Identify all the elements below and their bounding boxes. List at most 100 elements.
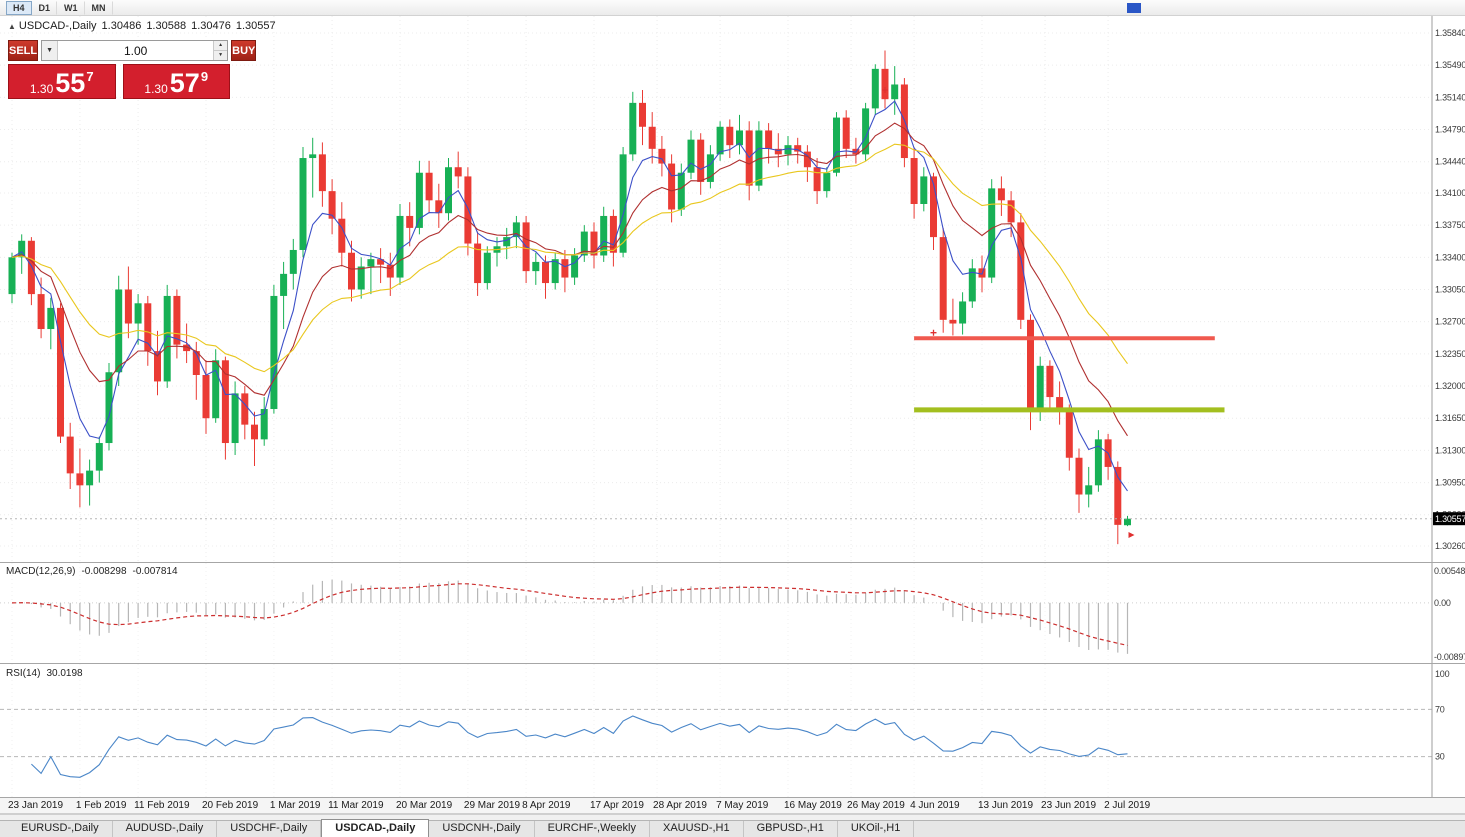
macd-indicator-label: MACD(12,26,9) -0.008298 -0.007814 — [6, 566, 184, 577]
svg-text:1.30950: 1.30950 — [1435, 478, 1465, 488]
volume-dropdown-button[interactable]: ▼ — [42, 41, 59, 60]
buy-price-prefix: 1.30 — [144, 82, 168, 96]
tab-ukoil-h1[interactable]: UKOil-,H1 — [838, 821, 915, 837]
rsi-axis[interactable]: 100 70 30 — [1431, 664, 1450, 797]
date-label: 11 Feb 2019 — [134, 800, 190, 811]
macd-value-main: -0.008298 — [81, 566, 127, 577]
sell-price-display[interactable]: 1.30 55 7 — [8, 64, 116, 99]
macd-axis[interactable]: 0.005484 0.00 -0.008973 — [1431, 563, 1465, 663]
macd-pane[interactable]: 0.005484 0.00 -0.008973 — [0, 563, 1465, 663]
svg-text:1.32350: 1.32350 — [1435, 349, 1465, 359]
svg-text:-0.008973: -0.008973 — [1434, 652, 1465, 662]
svg-text:100: 100 — [1435, 669, 1450, 679]
bid-price-tag — [1433, 512, 1465, 526]
time-axis[interactable]: 23 Jan 2019 1 Feb 2019 11 Feb 2019 20 Feb 2… — [0, 798, 1465, 814]
timeframe-mn[interactable]: MN — [85, 0, 113, 15]
svg-text:1.34790: 1.34790 — [1435, 125, 1465, 135]
volume-input[interactable] — [58, 41, 214, 60]
sell-price-pips: 55 — [55, 68, 86, 98]
pane-splitter[interactable] — [0, 797, 1465, 798]
tab-xauusd-h1[interactable]: XAUUSD-,H1 — [650, 821, 744, 837]
timeframe-h4[interactable]: H4 — [6, 0, 32, 15]
svg-text:1.35490: 1.35490 — [1435, 60, 1465, 70]
svg-text:1.31300: 1.31300 — [1435, 445, 1465, 455]
ohlc-open: 1.30486 — [101, 20, 142, 32]
tab-usdchf-daily[interactable]: USDCHF-,Daily — [217, 821, 322, 837]
svg-text:1.35140: 1.35140 — [1435, 92, 1465, 102]
date-label: 23 Jun 2019 — [1041, 800, 1097, 811]
tab-eurchf-weekly[interactable]: EURCHF-,Weekly — [535, 821, 650, 837]
svg-text:1.30557: 1.30557 — [1435, 514, 1465, 524]
svg-text:1.33400: 1.33400 — [1435, 252, 1465, 262]
candles — [8, 50, 1131, 545]
volume-control: ▼ ▲ ▼ — [41, 40, 229, 61]
date-label: 7 May 2019 — [716, 800, 769, 811]
sell-button[interactable]: SELL — [8, 40, 39, 61]
ohlc-close: 1.30557 — [235, 20, 276, 32]
chart-title-icon: ▲ — [8, 22, 16, 31]
buy-price-point: 9 — [200, 69, 209, 84]
buy-price-display[interactable]: 1.30 57 9 — [122, 64, 230, 99]
svg-text:1.33050: 1.33050 — [1435, 285, 1465, 295]
rsi-indicator-label: RSI(14) 30.0198 — [6, 668, 89, 679]
svg-text:1.31650: 1.31650 — [1435, 413, 1465, 423]
rsi-pane[interactable]: 100 70 30 — [0, 664, 1465, 797]
svg-text:1.33750: 1.33750 — [1435, 220, 1465, 230]
rsi-line — [31, 715, 1128, 778]
date-label: 17 Apr 2019 — [590, 800, 644, 811]
date-label: 20 Mar 2019 — [396, 800, 453, 811]
date-label: 4 Jun 2019 — [910, 800, 960, 811]
chevron-up-icon: ▲ — [218, 42, 224, 48]
chevron-down-icon: ▼ — [218, 52, 224, 58]
chart-tabs-bar: EURUSD-,Daily AUDUSD-,Daily USDCHF-,Daily U… — [0, 819, 1465, 837]
timeframe-toolbar: H4 D1 W1 MN — [0, 0, 1465, 16]
price-axis[interactable]: 1.35840 1.35490 1.35140 1.34790 1.34440 1.341… — [1431, 16, 1465, 562]
svg-text:30: 30 — [1435, 752, 1445, 762]
svg-text:70: 70 — [1435, 704, 1445, 714]
date-label: 23 Jan 2019 — [8, 800, 64, 811]
date-label: 28 Apr 2019 — [653, 800, 707, 811]
volume-increase-button[interactable]: ▲ — [214, 41, 228, 51]
buy-button[interactable]: BUY — [231, 40, 257, 61]
date-label: 29 Mar 2019 — [463, 800, 521, 811]
svg-text:1.32700: 1.32700 — [1435, 317, 1465, 327]
tab-eurusd-daily[interactable]: EURUSD-,Daily — [8, 821, 113, 837]
tab-audusd-daily[interactable]: AUDUSD-,Daily — [113, 821, 218, 837]
pane-splitter[interactable] — [0, 663, 1465, 664]
tab-gbpusd-h1[interactable]: GBPUSD-,H1 — [744, 821, 838, 837]
tab-usdcnh-daily[interactable]: USDCNH-,Daily — [429, 821, 535, 837]
volume-decrease-button[interactable]: ▼ — [214, 51, 228, 60]
macd-histogram — [21, 579, 1129, 654]
svg-text:0.00: 0.00 — [1434, 598, 1451, 608]
svg-text:1.34440: 1.34440 — [1435, 157, 1465, 167]
pane-splitter[interactable] — [0, 562, 1465, 563]
timeframe-d1[interactable]: D1 — [32, 0, 58, 15]
main-chart[interactable]: 1.35840 1.35490 1.35140 1.34790 1.34440 1.341… — [0, 16, 1465, 562]
chevron-down-icon: ▼ — [46, 47, 54, 54]
date-label: 8 Apr 2019 — [522, 800, 571, 811]
macd-signal-line — [11, 583, 1128, 646]
macd-value-signal: -0.007814 — [132, 566, 178, 577]
svg-text:1.32000: 1.32000 — [1435, 381, 1465, 391]
svg-text:1.34100: 1.34100 — [1435, 188, 1465, 198]
sell-price-point: 7 — [86, 69, 94, 84]
date-label: 2 Jul 2019 — [1104, 800, 1151, 811]
date-label: 1 Feb 2019 — [75, 800, 127, 811]
date-label: 11 Mar 2019 — [328, 800, 384, 811]
date-label: 26 May 2019 — [847, 800, 905, 811]
date-label: 1 Mar 2019 — [269, 800, 321, 811]
svg-text:1.30260: 1.30260 — [1435, 541, 1465, 551]
svg-text:0.005484: 0.005484 — [1434, 566, 1465, 576]
rsi-value: 30.0198 — [46, 668, 83, 679]
svg-text:1.35840: 1.35840 — [1435, 28, 1465, 38]
timeframe-w1[interactable]: W1 — [57, 0, 85, 15]
ma-slow-line — [11, 143, 1128, 373]
chart-symbol: USDCAD-,Daily — [18, 20, 97, 32]
date-label: 16 May 2019 — [784, 800, 842, 811]
trade-markers — [882, 87, 1135, 538]
date-label: 13 Jun 2019 — [978, 800, 1034, 811]
ohlc-low: 1.30476 — [191, 20, 231, 32]
sell-price-prefix: 1.30 — [29, 82, 54, 96]
tab-usdcad-daily[interactable]: USDCAD-,Daily — [321, 819, 430, 837]
